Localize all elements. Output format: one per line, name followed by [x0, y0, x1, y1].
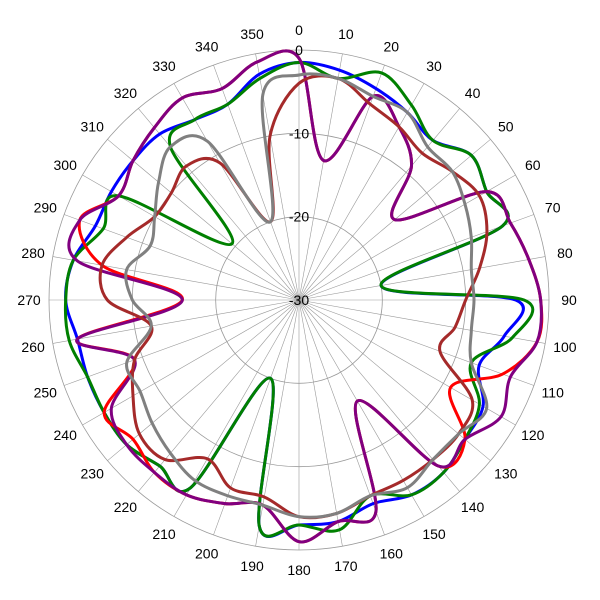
radial-tick-label-1: -20: [289, 209, 309, 225]
angle-tick-label-11: 110: [542, 384, 565, 400]
angle-tick-label-9: 90: [561, 292, 577, 308]
angle-tick-label-6: 60: [525, 157, 541, 173]
grid-spoke-32: [138, 108, 300, 301]
angle-tick-label-5: 50: [498, 118, 514, 134]
grid-spoke-25: [63, 299, 300, 386]
radial-tick-labels: -30 -20 -10 0: [289, 42, 309, 308]
grid-spoke-11: [298, 299, 535, 386]
angle-tick-label-14: 140: [461, 499, 485, 515]
angle-tick-label-29: 290: [34, 200, 58, 216]
angle-tick-label-28: 280: [21, 245, 45, 261]
angle-tick-label-10: 100: [553, 339, 577, 355]
grid-spoke-24: [82, 299, 300, 426]
angle-tick-label-8: 80: [557, 245, 573, 261]
series-layer: [63, 49, 544, 544]
angle-tick-label-15: 150: [422, 526, 446, 542]
angle-tick-label-2: 20: [384, 38, 400, 54]
grid-spoke-26: [52, 299, 300, 344]
angle-tick-label-35: 350: [240, 26, 264, 42]
grid-spoke-16: [298, 299, 385, 536]
angle-tick-label-32: 320: [114, 85, 138, 101]
angle-tick-label-20: 200: [195, 546, 219, 562]
grid-spoke-8: [298, 256, 546, 301]
angle-tick-label-16: 160: [380, 546, 404, 562]
grid-spoke-33: [173, 83, 300, 301]
angle-tick-label-23: 230: [81, 466, 105, 482]
angle-tick-label-27: 270: [17, 292, 41, 308]
grid-spoke-28: [52, 256, 300, 301]
angle-tick-label-31: 310: [81, 118, 105, 134]
angle-tick-labels: 0 10 20 30 40 50 60 70 80 90 100 110 120 130 140 150 160…: [17, 22, 577, 578]
radial-tick-label-0: -30: [289, 292, 309, 308]
grid-spoke-7: [298, 214, 535, 301]
angle-tick-label-18: 180: [287, 562, 311, 578]
angle-tick-label-7: 70: [545, 200, 561, 216]
angle-tick-label-19: 190: [240, 558, 264, 574]
angle-tick-label-21: 210: [152, 526, 176, 542]
angle-tick-label-13: 130: [494, 466, 518, 482]
grid-spoke-15: [298, 299, 425, 517]
series-line-3: [67, 49, 543, 544]
grid-spoke-17: [298, 299, 343, 547]
angle-tick-label-22: 220: [114, 499, 138, 515]
angle-tick-label-26: 260: [21, 339, 45, 355]
angle-tick-label-30: 300: [54, 157, 78, 173]
angle-tick-label-34: 340: [195, 38, 219, 54]
angle-tick-label-12: 120: [521, 427, 545, 443]
grid-spoke-30: [82, 174, 300, 301]
angle-tick-label-0: 0: [295, 22, 303, 38]
grid-spoke-20: [213, 299, 300, 536]
radial-tick-label-3: 0: [295, 42, 303, 58]
radial-tick-label-2: -10: [289, 125, 309, 141]
grid-spoke-31: [107, 139, 300, 301]
angle-tick-label-3: 30: [426, 58, 442, 74]
grid-spoke-3: [298, 83, 425, 301]
grid-spoke-29: [63, 214, 300, 301]
angle-tick-label-33: 330: [152, 58, 176, 74]
grid-spoke-1: [298, 53, 343, 301]
angle-tick-label-25: 250: [34, 384, 58, 400]
grid-spoke-10: [298, 299, 546, 344]
series-line-5: [124, 72, 489, 519]
angle-tick-label-1: 10: [338, 26, 354, 42]
grid-spoke-2: [298, 64, 385, 301]
angle-tick-label-24: 240: [54, 427, 78, 443]
angle-tick-label-17: 170: [334, 558, 358, 574]
angle-tick-label-4: 40: [465, 85, 481, 101]
